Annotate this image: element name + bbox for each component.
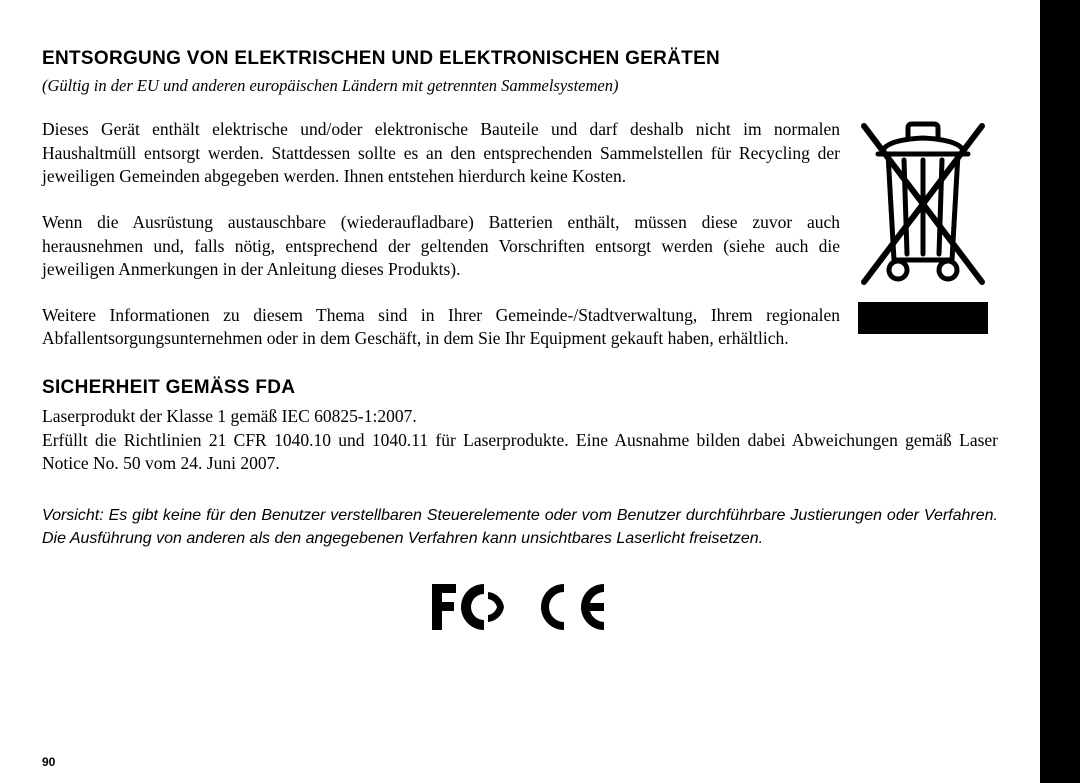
caution-text: Vorsicht: Es gibt keine für den Benutzer… (42, 504, 998, 550)
heading-disposal: ENTSORGUNG VON ELEKTRISCHEN UND ELEKTRON… (42, 48, 998, 70)
document-page: ENTSORGUNG VON ELEKTRISCHEN UND ELEKTRON… (0, 0, 1040, 783)
cert-logos (42, 580, 998, 634)
subtitle-validity: (Gültig in der EU und anderen europäisch… (42, 76, 998, 96)
fda-line-1: Laserprodukt der Klasse 1 gemäß IEC 6082… (42, 406, 417, 426)
weee-bin-icon (858, 120, 988, 290)
weee-bar-icon (858, 302, 988, 334)
paragraph-1: Dieses Gerät enthält elektrische und/ode… (42, 118, 998, 189)
fcc-logo-icon (430, 580, 512, 634)
paragraph-3: Weitere Informationen zu diesem Thema si… (42, 304, 998, 351)
weee-symbol-block (858, 120, 998, 334)
fda-line-2: Erfüllt die Richtlinien 21 CFR 1040.10 u… (42, 430, 998, 474)
fda-section: SICHERHEIT GEMÄSS FDA Laserprodukt der K… (42, 377, 998, 550)
edge-strip (1040, 0, 1080, 783)
ce-logo-icon (532, 580, 610, 634)
fda-body: Laserprodukt der Klasse 1 gemäß IEC 6082… (42, 405, 998, 476)
page-number: 90 (42, 755, 55, 769)
heading-fda: SICHERHEIT GEMÄSS FDA (42, 377, 998, 399)
body-section: Dieses Gerät enthält elektrische und/ode… (42, 118, 998, 351)
paragraph-2: Wenn die Ausrüstung austauschbare (wiede… (42, 211, 998, 282)
